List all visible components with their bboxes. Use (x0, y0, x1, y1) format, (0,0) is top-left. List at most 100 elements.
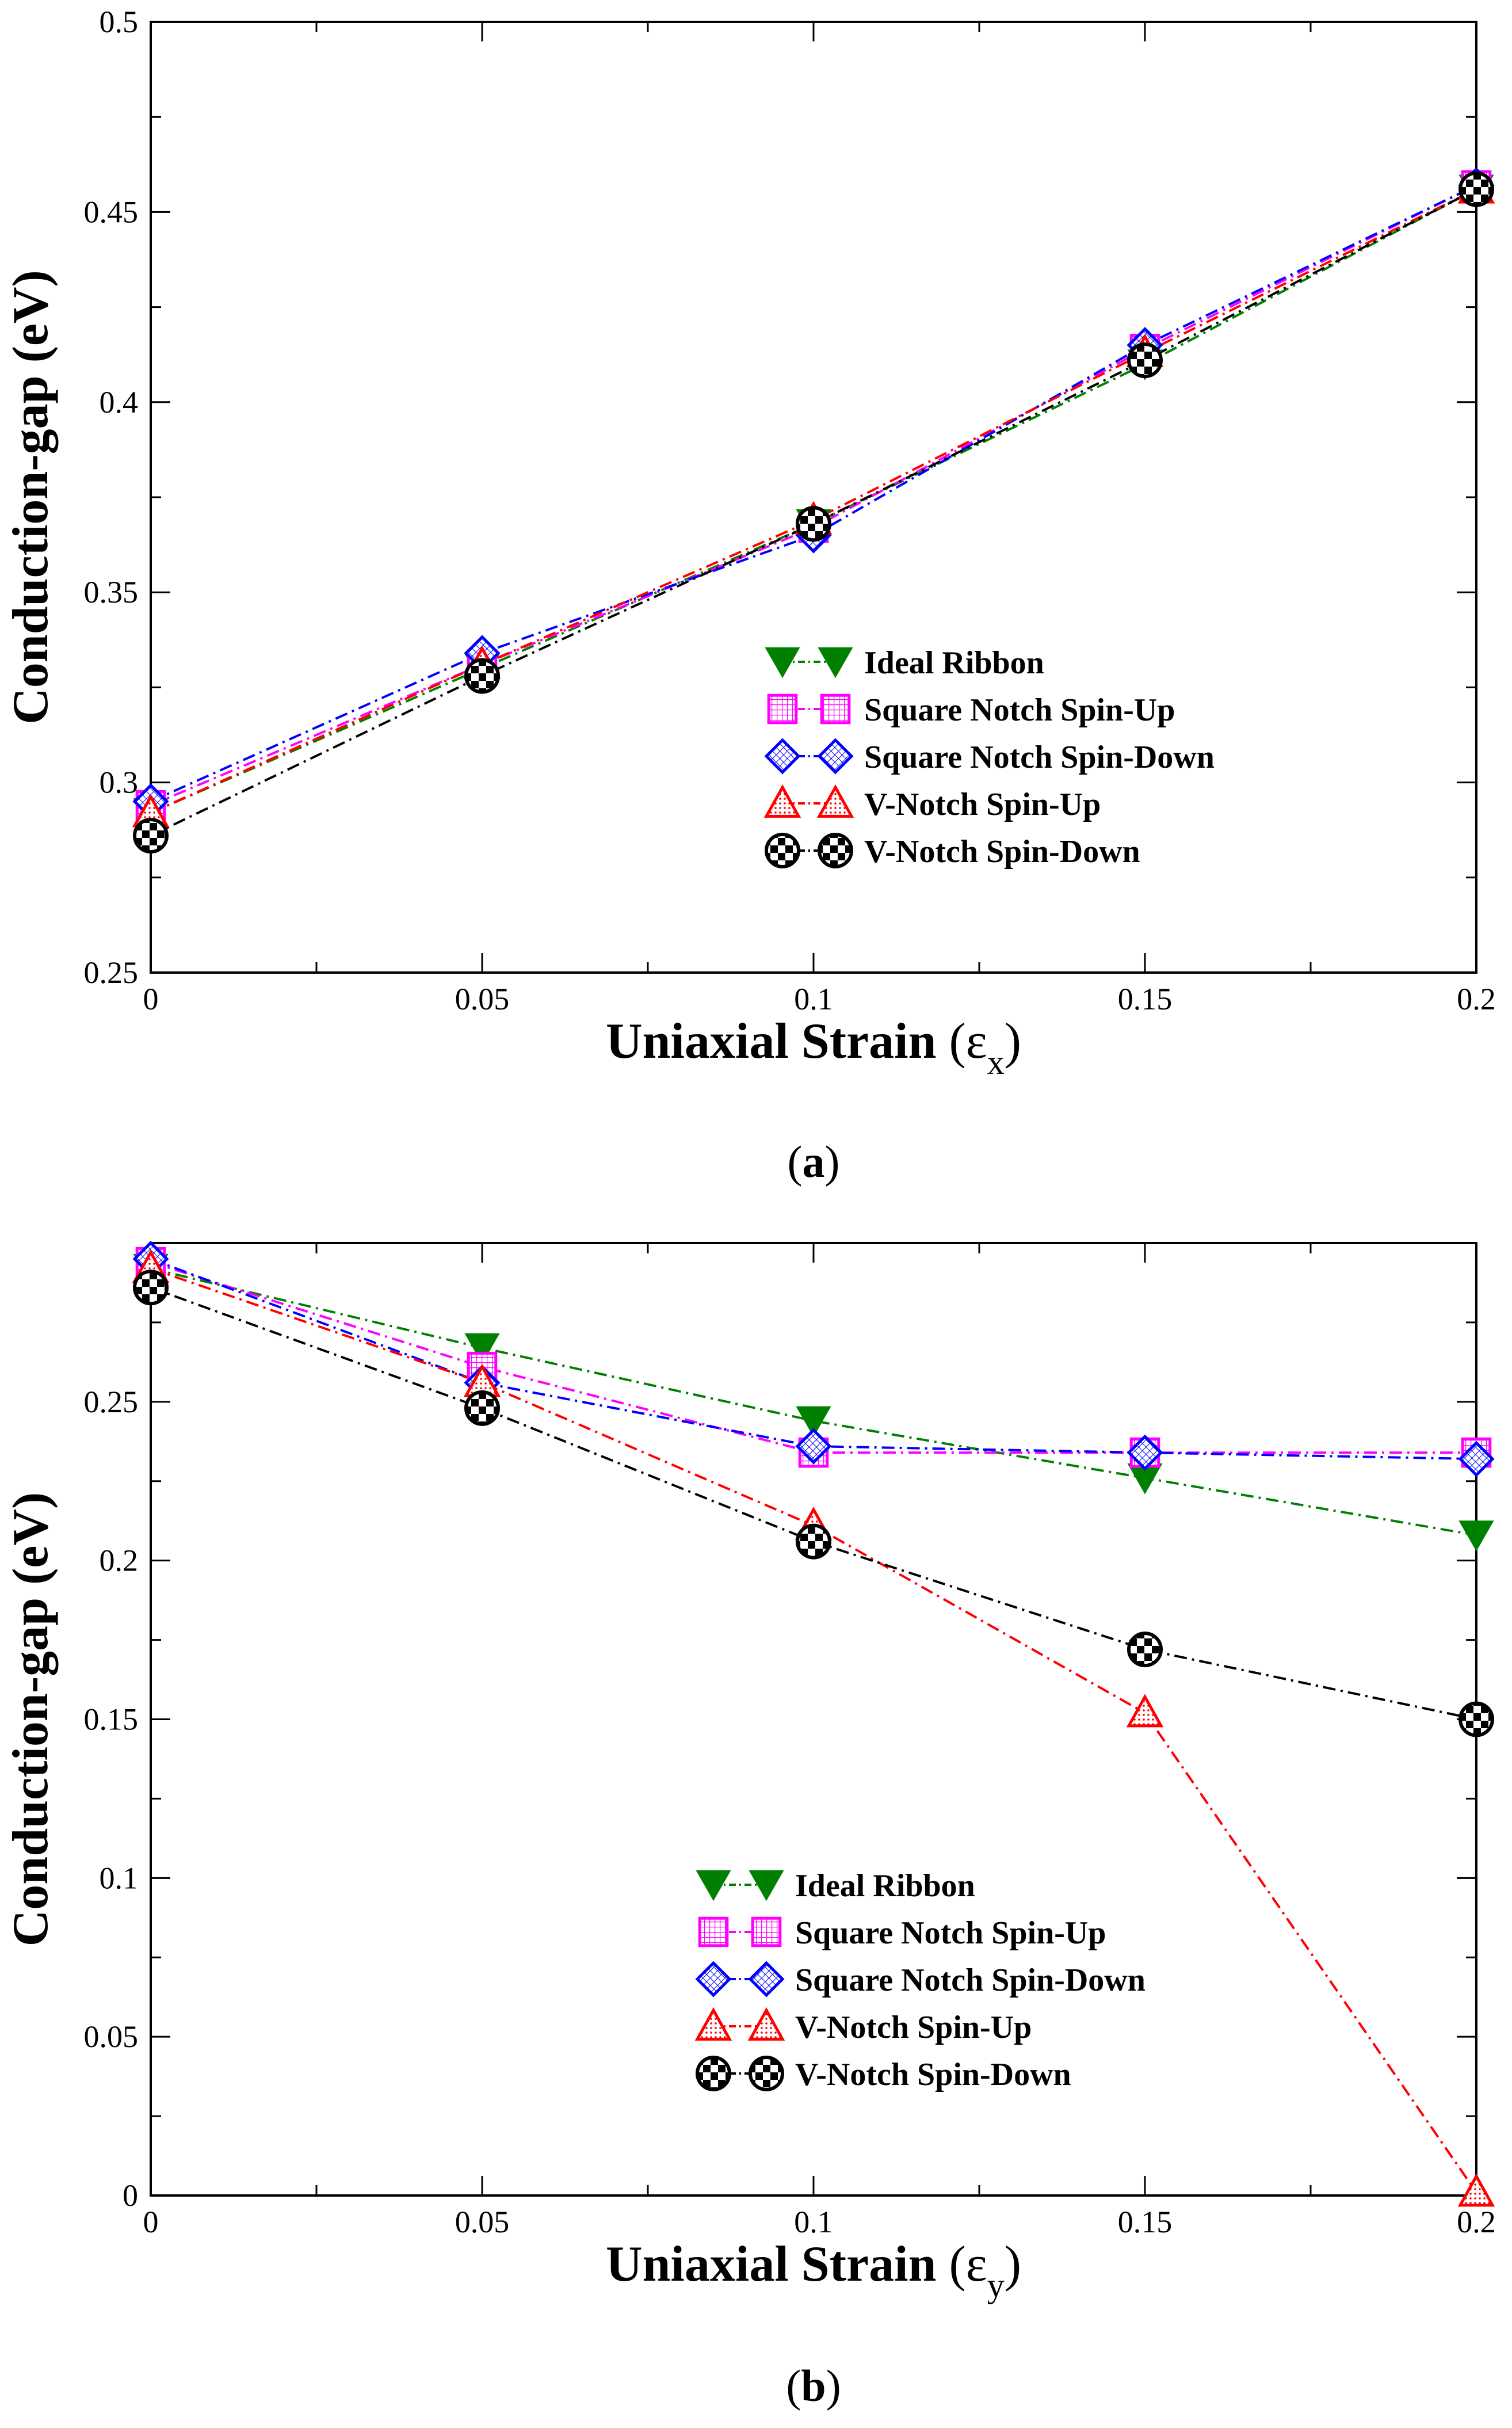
panel-caption: (a) (788, 1137, 840, 1187)
series-group (132, 167, 1495, 854)
legend-marker (694, 2007, 732, 2041)
data-point (1127, 342, 1163, 379)
data-point (1127, 1434, 1163, 1471)
data-point (795, 1428, 832, 1465)
y-tick-label: 0.2 (100, 1543, 139, 1578)
legend-marker (763, 784, 801, 818)
x-axis-title-symbol: ε (966, 2236, 987, 2292)
data-point (1127, 1632, 1163, 1668)
y-tick-label: 0.05 (84, 2019, 139, 2054)
legend-label: Ideal Ribbon (795, 1868, 975, 1904)
x-axis-title-subscript: y (987, 2266, 1005, 2304)
data-point (1458, 171, 1494, 207)
y-tick-label: 0.3 (100, 765, 139, 800)
panel-b: 0 0.05 0.1 0.15 0.2 0 0.05 0.1 0.15 0.2 0.25 Conduc… (3, 1241, 1496, 2411)
legend-marker (818, 833, 853, 868)
caption-letter: b (801, 2361, 826, 2411)
legend-marker (817, 738, 854, 775)
legend-marker (747, 2007, 785, 2041)
caption-paren-close: ) (826, 2361, 841, 2411)
legend-label: Square Notch Spin-Up (795, 1915, 1106, 1951)
data-point (796, 1523, 831, 1560)
data-point (464, 1390, 500, 1426)
x-tick-label: 0.05 (455, 982, 510, 1016)
data-point (1458, 1520, 1494, 1552)
y-tick-label: 0.25 (84, 955, 139, 990)
series-line (150, 1286, 1477, 1721)
x-tick-label: 0 (143, 2205, 159, 2239)
data-point (133, 818, 169, 854)
x-axis-title-text: Uniaxial Strain (606, 1013, 937, 1069)
legend-label: Square Notch Spin-Down (795, 1962, 1146, 1998)
legend-marker (751, 1916, 782, 1947)
x-axis-title-paren-close: ) (1005, 2236, 1021, 2292)
panel-a: 0 0.05 0.1 0.15 0.2 0.25 0.3 0.35 0.4 0.45 0.5 Cond… (3, 5, 1496, 1187)
data-point (133, 1270, 169, 1306)
series-line (150, 188, 1477, 837)
legend-marker (696, 2056, 731, 2091)
legend: Ideal Ribbon Square Notch Spin-Up Square N… (694, 1868, 1146, 2092)
y-tick-label: 0.25 (84, 1385, 139, 1419)
plot-frame (150, 21, 1477, 974)
legend-marker (765, 833, 800, 868)
legend-marker (764, 738, 801, 775)
y-axis-title: Conduction-gap (eV) (3, 270, 59, 725)
legend-marker (820, 693, 851, 725)
x-axis-title: Uniaxial Strain (εx) (606, 1013, 1021, 1081)
series-group (132, 1241, 1495, 2207)
x-axis-title-paren-open: ( (936, 2236, 965, 2292)
legend-marker (818, 647, 853, 679)
y-tick-label: 0.4 (100, 385, 139, 420)
x-tick-label: 0.1 (794, 982, 833, 1016)
y-tick-label: 0.45 (84, 195, 139, 229)
legend-marker (816, 784, 854, 818)
plot-frame (150, 1242, 1477, 2197)
x-tick-label: 0 (143, 982, 159, 1016)
series-line (150, 188, 1477, 814)
legend-label: Square Notch Spin-Up (864, 692, 1175, 728)
x-axis-title-subscript: x (987, 1043, 1005, 1081)
legend-label: Square Notch Spin-Down (864, 740, 1215, 775)
y-tick-label: 0.15 (84, 1702, 139, 1737)
y-tick-label: 0.1 (100, 1861, 139, 1895)
y-axis-title: Conduction-gap (eV) (3, 1492, 59, 1947)
data-point (464, 658, 500, 694)
data-point (1458, 1701, 1494, 1737)
x-tick-label: 0.2 (1457, 982, 1496, 1016)
legend-marker (696, 1870, 731, 1901)
caption-paren-open: ( (788, 1137, 803, 1187)
x-axis-title-text: Uniaxial Strain (606, 2236, 937, 2292)
series-line (150, 184, 1477, 807)
x-tick-label: 0.15 (1118, 982, 1173, 1016)
caption-paren-close: ) (825, 1137, 840, 1187)
legend-marker (749, 2056, 784, 2091)
legend-label: V-Notch Spin-Down (795, 2057, 1071, 2092)
x-axis-title-symbol: ε (966, 1013, 987, 1069)
caption-letter: a (803, 1137, 825, 1187)
x-tick-label: 0.2 (1457, 2205, 1496, 2239)
legend: Ideal Ribbon Square Notch Spin-Up Square N… (763, 645, 1215, 870)
x-tick-label: 0.1 (794, 2205, 833, 2239)
legend-marker (767, 693, 798, 725)
data-point (1457, 2173, 1495, 2207)
x-axis-title-paren-close: ) (1005, 1013, 1021, 1069)
legend-label: Ideal Ribbon (864, 645, 1044, 681)
y-tick-label: 0 (123, 2178, 138, 2213)
legend-marker (749, 1870, 784, 1901)
data-point (796, 1406, 831, 1438)
x-axis-title-paren-open: ( (936, 1013, 965, 1069)
caption-paren-open: ( (786, 2361, 801, 2411)
legend-label: V-Notch Spin-Up (864, 787, 1101, 822)
series-line (150, 1267, 1477, 1537)
panel-caption: (b) (786, 2361, 841, 2411)
y-tick-label: 0.5 (100, 5, 139, 39)
legend-marker (748, 1961, 785, 1998)
data-point (464, 1333, 500, 1364)
x-tick-label: 0.05 (455, 2205, 510, 2239)
series-line (150, 188, 1477, 814)
legend-marker (765, 647, 800, 679)
data-point (796, 506, 831, 542)
x-axis-title: Uniaxial Strain (εy) (606, 2236, 1021, 2304)
